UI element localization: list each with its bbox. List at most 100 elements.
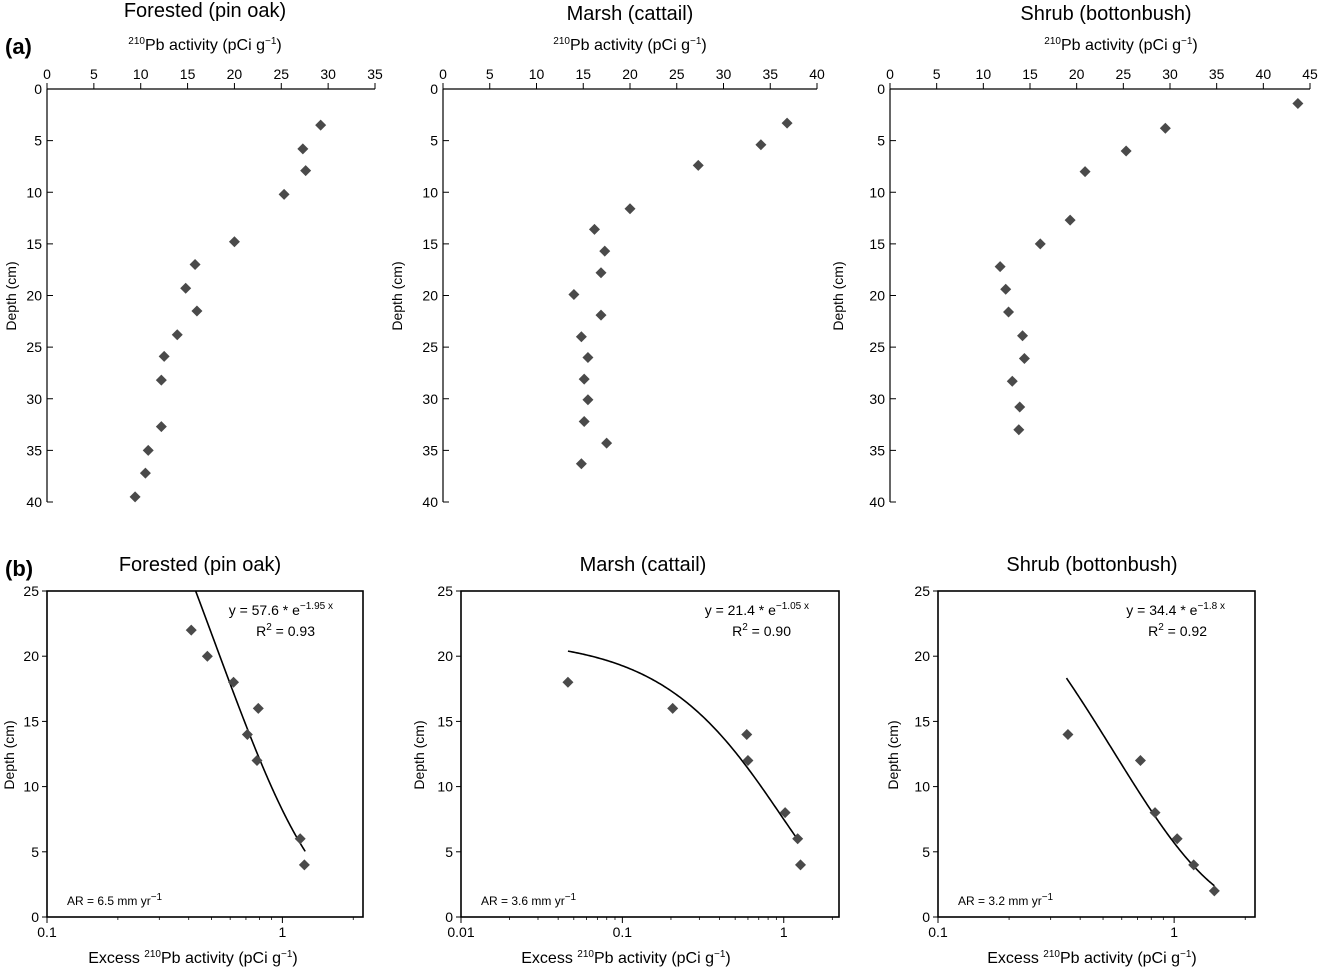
r2-value: = 0.92 bbox=[1164, 623, 1207, 639]
data-point bbox=[1159, 122, 1171, 134]
data-point bbox=[1017, 330, 1029, 342]
y-tick-label: 35 bbox=[26, 442, 42, 458]
x-axis-label: Excess 210Pb activity (pCi g−1) bbox=[521, 949, 730, 967]
x-label-unit-sup: −1 bbox=[1181, 36, 1193, 47]
data-point bbox=[1120, 145, 1132, 157]
data-point bbox=[582, 394, 594, 406]
chart-a3: Shrub (bottonbush) 210Pb activity (pCi g−… bbox=[830, 3, 1318, 510]
x-label-isotope: 210 bbox=[577, 949, 594, 960]
equation-base: y = 21.4 * e bbox=[705, 602, 776, 618]
y-tick-label: 20 bbox=[437, 648, 453, 664]
chart-b3: Shrub (bottonbush)Excess 210Pb activity … bbox=[885, 554, 1256, 967]
data-point bbox=[1003, 306, 1015, 318]
accretion-rate-unit: −1 bbox=[565, 892, 577, 903]
x-tick-label: 1 bbox=[278, 924, 286, 940]
x-label-prefix: Excess bbox=[987, 950, 1043, 967]
x-tick-label: 30 bbox=[1162, 66, 1178, 82]
y-tick-label: 5 bbox=[445, 844, 453, 860]
fit-equation: y = 21.4 * e−1.05 x bbox=[705, 601, 809, 618]
data-point bbox=[599, 245, 611, 257]
y-tick-label: 0 bbox=[430, 81, 438, 97]
data-point bbox=[252, 702, 264, 714]
data-point bbox=[582, 351, 594, 363]
plot-frame bbox=[460, 590, 840, 918]
y-tick-label: 20 bbox=[869, 288, 885, 304]
y-tick-label: 10 bbox=[914, 779, 930, 795]
x-tick-label: 20 bbox=[622, 66, 638, 82]
x-axis-label: 210Pb activity (pCi g−1) bbox=[128, 36, 281, 54]
data-point bbox=[1018, 352, 1030, 364]
x-tick-label: 20 bbox=[227, 66, 243, 82]
x-tick-label: 15 bbox=[1022, 66, 1038, 82]
x-tick-label: 15 bbox=[180, 66, 196, 82]
x-label-close: ) bbox=[701, 37, 706, 54]
data-point bbox=[601, 437, 613, 449]
data-point bbox=[228, 236, 240, 248]
x-label-close: ) bbox=[1192, 37, 1197, 54]
chart-title: Marsh (cattail) bbox=[580, 554, 707, 576]
data-point bbox=[595, 309, 607, 321]
y-tick-label: 40 bbox=[422, 494, 438, 510]
x-tick-label: 0 bbox=[43, 66, 51, 82]
r2-symbol: R bbox=[1148, 623, 1158, 639]
y-tick-label: 10 bbox=[437, 779, 453, 795]
y-axis-label: Depth (cm) bbox=[411, 720, 427, 789]
y-tick-label: 35 bbox=[869, 442, 885, 458]
x-label-text: Pb activity (pCi g bbox=[1061, 37, 1181, 54]
x-axis-label: Excess 210Pb activity (pCi g−1) bbox=[88, 949, 297, 967]
y-tick-label: 5 bbox=[34, 133, 42, 149]
y-tick-label: 25 bbox=[914, 583, 930, 599]
x-label-unit-sup: −1 bbox=[265, 36, 277, 47]
data-point bbox=[562, 676, 574, 688]
x-axis-label: 210Pb activity (pCi g−1) bbox=[1044, 36, 1197, 54]
x-tick-label: 35 bbox=[762, 66, 778, 82]
y-tick-label: 5 bbox=[922, 844, 930, 860]
equation-base: y = 34.4 * e bbox=[1126, 602, 1197, 618]
data-point bbox=[1079, 166, 1091, 178]
chart-a2: Marsh (cattail) 210Pb activity (pCi g−1) D… bbox=[389, 3, 825, 510]
data-point bbox=[228, 676, 240, 688]
x-label-close: ) bbox=[292, 950, 297, 967]
y-tick-label: 0 bbox=[31, 909, 39, 925]
r-squared: R2 = 0.92 bbox=[1148, 622, 1207, 639]
r2-exponent: 2 bbox=[266, 622, 272, 633]
y-axis-label: Depth (cm) bbox=[1, 720, 17, 789]
x-tick-label: 1 bbox=[780, 924, 788, 940]
y-tick-label: 0 bbox=[34, 81, 42, 97]
data-point bbox=[294, 833, 306, 845]
x-tick-label: 30 bbox=[716, 66, 732, 82]
equation-exponent: −1.05 x bbox=[776, 601, 809, 612]
data-point bbox=[1064, 214, 1076, 226]
data-point bbox=[741, 728, 753, 740]
r2-exponent: 2 bbox=[742, 622, 748, 633]
y-tick-label: 30 bbox=[26, 391, 42, 407]
x-label-isotope: 210 bbox=[1044, 36, 1061, 47]
y-tick-label: 30 bbox=[869, 391, 885, 407]
x-tick-label: 10 bbox=[529, 66, 545, 82]
y-tick-label: 10 bbox=[422, 184, 438, 200]
chart-b2: Marsh (cattail) Excess 210Pb activity (pC… bbox=[411, 554, 840, 967]
data-point bbox=[588, 223, 600, 235]
data-point bbox=[1208, 885, 1220, 897]
x-label-text: Pb activity (pCi g bbox=[570, 37, 690, 54]
y-tick-label: 40 bbox=[26, 494, 42, 510]
equation-exponent: −1.95 x bbox=[300, 601, 333, 612]
data-point bbox=[241, 728, 253, 740]
y-tick-label: 5 bbox=[877, 133, 885, 149]
x-tick-label: 0.1 bbox=[928, 924, 948, 940]
accretion-rate-label: AR = 6.5 mm yr−1 bbox=[67, 892, 163, 908]
y-tick-label: 30 bbox=[422, 391, 438, 407]
data-point bbox=[742, 755, 754, 767]
chart-title: Marsh (cattail) bbox=[567, 3, 694, 25]
data-point bbox=[171, 329, 183, 341]
equation-base: y = 57.6 * e bbox=[229, 602, 300, 618]
x-label-close: ) bbox=[276, 37, 281, 54]
panel-label-b: (b) bbox=[5, 556, 33, 581]
data-point bbox=[129, 491, 141, 503]
r2-exponent: 2 bbox=[1158, 622, 1164, 633]
x-tick-label: 30 bbox=[320, 66, 336, 82]
accretion-rate-unit: −1 bbox=[151, 892, 163, 903]
x-axis-label: 210Pb activity (pCi g−1) bbox=[553, 36, 706, 54]
data-point bbox=[201, 650, 213, 662]
y-tick-label: 20 bbox=[26, 288, 42, 304]
